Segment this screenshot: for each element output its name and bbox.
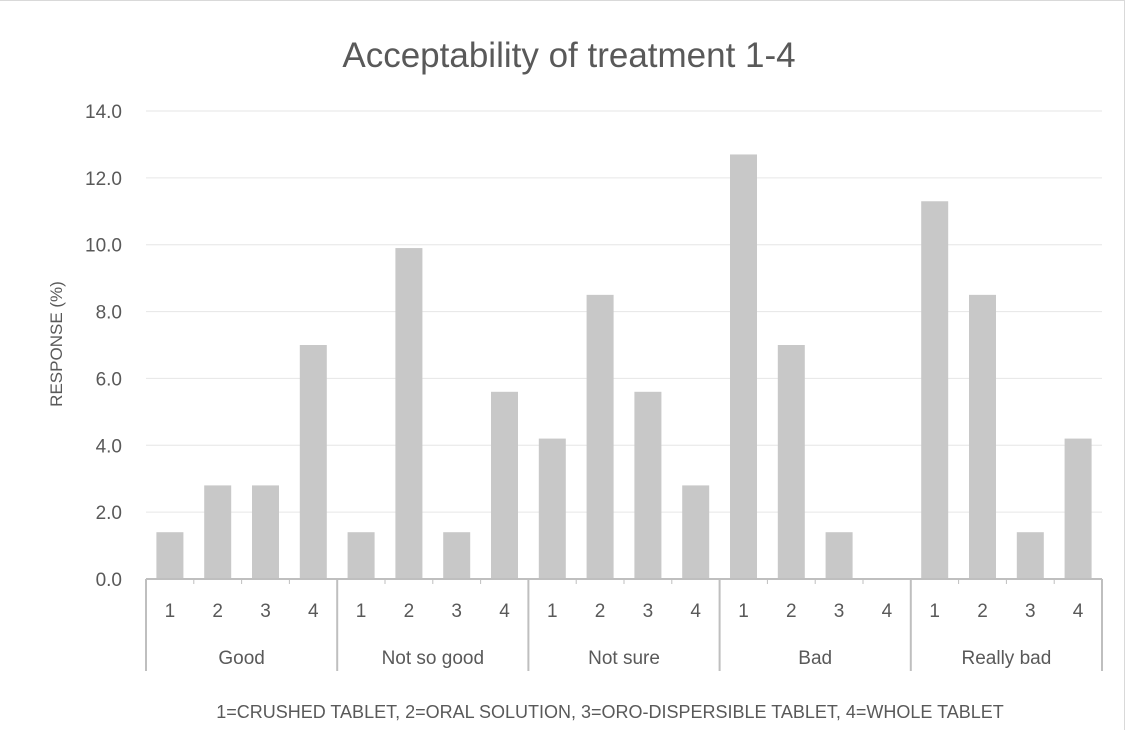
bar: [252, 485, 279, 579]
x-tick-label: 1: [929, 601, 940, 622]
bar: [1016, 532, 1044, 579]
bar: [347, 532, 375, 579]
y-tick-label: 10.0: [85, 236, 122, 257]
x-tick-label: 2: [212, 601, 223, 622]
y-axis-label: RESPONSE (%): [47, 281, 66, 407]
x-group-label: Good: [218, 648, 264, 669]
x-tick-label: 2: [977, 601, 988, 622]
x-group-label: Not sure: [588, 648, 660, 669]
x-tick-label: 4: [882, 601, 893, 622]
y-tick-label: 0.0: [96, 570, 122, 591]
x-tick-label: 1: [165, 601, 176, 622]
bar: [156, 532, 184, 579]
x-tick-label: 2: [595, 601, 606, 622]
bar: [682, 485, 710, 579]
chart-title: Acceptability of treatment 1-4: [342, 36, 795, 75]
bar: [204, 485, 232, 579]
bar: [921, 201, 949, 579]
x-group-label: Not so good: [382, 648, 484, 669]
x-tick-label: 2: [404, 601, 415, 622]
bar: [395, 248, 423, 580]
y-tick-label: 2.0: [96, 503, 122, 524]
x-tick-label: 4: [690, 601, 701, 622]
x-tick-label: 4: [308, 601, 319, 622]
bar: [634, 391, 662, 579]
y-tick-label: 8.0: [96, 303, 122, 324]
x-tick-label: 3: [451, 601, 462, 622]
x-axis-label: 1=CRUSHED TABLET, 2=ORAL SOLUTION, 3=ORO…: [216, 702, 1004, 722]
x-tick-label: 1: [738, 601, 749, 622]
x-group-label: Bad: [798, 648, 832, 669]
y-tick-label: 4.0: [96, 436, 122, 457]
x-tick-label: 2: [786, 601, 797, 622]
x-tick-label: 3: [834, 601, 845, 622]
x-group-label: Really bad: [962, 648, 1052, 669]
y-axis-ticks: 0.0 2.0 4.0 6.0 8.0 10.0 12.0 14.0: [85, 102, 122, 591]
x-tick-label: 4: [499, 601, 510, 622]
x-axis: 1 2 3 4 Good 1 2 3 4 Not so good 1 2 3 4 Not sure 1 2 3 4 B…: [145, 578, 1103, 671]
x-tick-label: 1: [356, 601, 367, 622]
bars: [156, 154, 1092, 580]
bar: [969, 294, 996, 579]
x-tick-label: 1: [547, 601, 558, 622]
bar: [586, 294, 614, 579]
x-tick-label: 3: [260, 601, 271, 622]
bar: [443, 532, 471, 579]
bar: [730, 154, 757, 579]
bar: [777, 345, 805, 579]
x-tick-label: 4: [1073, 601, 1084, 622]
gridlines: [146, 110, 1102, 513]
bar: [1064, 438, 1092, 579]
bar: [491, 391, 518, 579]
bar: [825, 532, 853, 579]
x-tick-label: 3: [643, 601, 654, 622]
bar: [538, 438, 566, 579]
y-tick-label: 12.0: [85, 169, 122, 190]
y-tick-label: 6.0: [96, 369, 122, 390]
y-tick-label: 14.0: [85, 102, 122, 123]
bar: [299, 345, 327, 579]
x-tick-label: 3: [1025, 601, 1036, 622]
